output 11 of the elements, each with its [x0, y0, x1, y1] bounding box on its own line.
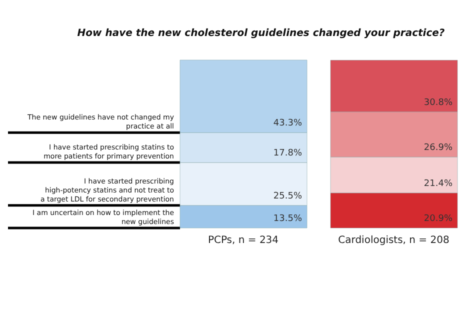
data-label: 26.9% [424, 143, 453, 154]
x-tick-label: Cardiologists, n = 208 [338, 235, 450, 246]
data-label: 43.3% [273, 118, 302, 129]
data-label: 20.9% [424, 214, 453, 224]
x-tick-label: PCPs, n = 234 [208, 235, 279, 246]
data-label: 30.8% [424, 98, 453, 108]
data-label: 13.5% [273, 214, 302, 224]
data-label: 17.8% [273, 148, 302, 159]
data-label: 21.4% [424, 178, 453, 189]
data-label: 25.5% [273, 191, 302, 202]
chart-title: How have the new cholesterol guidelines changed your practice? [77, 28, 445, 39]
